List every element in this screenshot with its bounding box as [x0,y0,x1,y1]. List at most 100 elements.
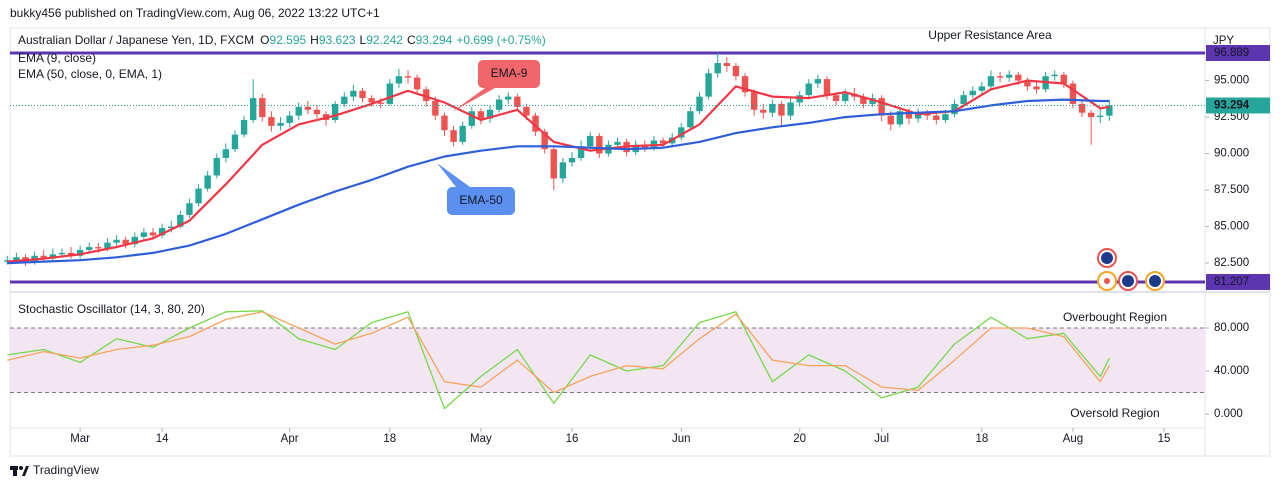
logo-part [13,466,17,476]
candle-body [286,115,293,123]
candle-body [195,188,202,204]
candle-body [341,96,348,104]
candle-body [1069,83,1077,104]
y-tick-label: 80.000 [1214,322,1249,334]
candle-body [404,76,412,78]
candle-body [1087,112,1095,118]
x-tick-label: Jun [672,433,691,445]
candle-body [514,96,521,107]
candle-body [1033,86,1040,90]
candle-body [168,226,175,229]
x-tick-label: 15 [1158,433,1171,445]
candle-body [951,103,958,115]
candle-body [714,63,721,74]
candle-body [896,111,904,125]
candle-body [450,130,457,142]
candle-body [113,239,120,243]
candle-body [987,76,995,87]
y-tick-label: 90.000 [1214,148,1249,160]
candle-body [750,92,758,110]
logo-part [19,466,23,470]
candle-body [122,239,129,245]
candle-body [313,109,321,115]
x-tick-label: 18 [975,433,988,445]
event-icons [1097,248,1165,291]
ema50-legend: EMA (50, close, 0, EMA, 1) [18,67,162,81]
candle-body [259,98,266,118]
symbol-legend: Australian Dollar / Japanese Yen, 1D, FX… [18,33,546,47]
ohlc-key: O [260,33,269,47]
candle-body [1106,105,1113,116]
x-tick-label: Mar [70,433,90,445]
last-price-label: 93.294 [1214,100,1250,112]
y-tick-label: 95.000 [1214,75,1249,87]
candle-body [860,96,867,104]
candle-body [495,99,503,110]
candle-body [878,98,885,116]
candle-body [914,112,922,119]
ema50-callout [437,163,515,215]
candle-body [368,98,375,103]
overlay: EMA (9, close) EMA (50, close, 0, EMA, 1… [10,28,1270,477]
candle-body [177,214,184,227]
y-tick-label: 0.000 [1214,408,1243,420]
candle-body [969,90,976,96]
candle-body [887,115,894,125]
candle-body [477,111,485,119]
line-series [7,311,1110,394]
candle-body [1024,80,1031,87]
candle-body [532,115,539,132]
ohlc-key: L [360,33,367,47]
candle-body [787,102,794,116]
candle-body [295,106,302,116]
stochastic-pane: 0.000 40.000 80.000 [7,310,1249,420]
candle-body [760,109,767,113]
symbol-name: Australian Dollar / Japanese Yen, 1D, FX… [18,33,254,47]
ema9-callout [452,60,540,112]
ohlc-value: 93.294 [416,33,453,47]
line-series [7,310,1110,410]
x-tick-label: 18 [383,433,396,445]
x-tick-label: 16 [566,433,579,445]
candle-body [1097,115,1104,118]
candle-body [277,122,284,126]
candle-body [13,257,20,261]
candle-body [814,79,822,84]
candle-body [240,119,248,135]
candle-body [441,115,448,131]
candle-body [231,134,239,150]
candle-body [705,73,712,97]
candle-body [741,76,749,93]
line-series [7,98,1110,265]
candle-body [423,89,430,102]
candle-body [832,95,840,102]
candle-body [659,140,667,144]
candle-body [586,136,594,147]
candle-body [186,203,193,215]
candle-body [778,103,785,116]
candle-body [104,242,111,249]
ohlc-value: 92.242 [366,33,403,47]
level-label: 81.207 [1214,276,1249,288]
candle-body [505,96,512,100]
level-label-box [1206,44,1270,61]
logo-part [22,466,29,476]
candle-body [395,76,403,84]
last-price-box [1206,97,1270,114]
band-fill [10,327,1205,393]
candle-body [559,162,567,179]
candle-body [769,103,776,113]
candle-body [1051,74,1058,77]
stochastic-title: Stochastic Oscillator (14, 3, 80, 20) [18,302,205,316]
candle-body [996,76,1004,78]
publisher-line: bukky456 published on TradingView.com, A… [10,6,380,20]
overbought-annotation: Overbought Region [1063,310,1167,324]
candle-body [523,106,530,116]
x-tick-label: Apr [281,433,299,445]
candle-body [149,232,157,236]
x-tick-label: 14 [156,433,169,445]
candle-body [1005,74,1013,78]
event-icon [1149,275,1161,287]
candle-body [268,117,275,126]
